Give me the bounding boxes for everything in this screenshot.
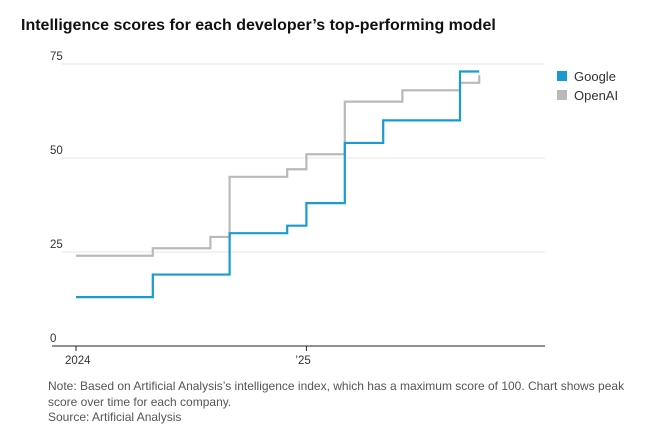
y-tick-label: 25 [50, 239, 63, 251]
legend-swatch-google [557, 71, 567, 81]
y-tick-label: 0 [50, 333, 56, 345]
y-axis-tick-labels: 0 25 50 75 [50, 51, 63, 345]
chart-title: Intelligence scores for each developer’s… [21, 17, 496, 34]
legend-label-google: Google [574, 69, 616, 84]
legend-label-openai: OpenAI [574, 88, 618, 103]
series-line-google [76, 70, 480, 299]
chart-footer: Note: Based on Artificial Analysis’s int… [48, 379, 638, 426]
footnote: Note: Based on Artificial Analysis’s int… [48, 379, 625, 409]
series-lines [76, 70, 481, 299]
y-tick-label: 75 [50, 51, 63, 63]
series-line-openai [76, 75, 481, 257]
source-note: Source: Artificial Analysis [48, 410, 182, 424]
y-tick-label: 50 [50, 145, 63, 157]
gridlines [62, 63, 545, 253]
legend: Google OpenAI [557, 69, 618, 103]
x-tick-label: 2024 [65, 355, 91, 367]
x-axis: 2024 ’25 [52, 345, 545, 367]
legend-swatch-openai [557, 90, 567, 100]
x-tick-label: ’25 [295, 355, 310, 367]
